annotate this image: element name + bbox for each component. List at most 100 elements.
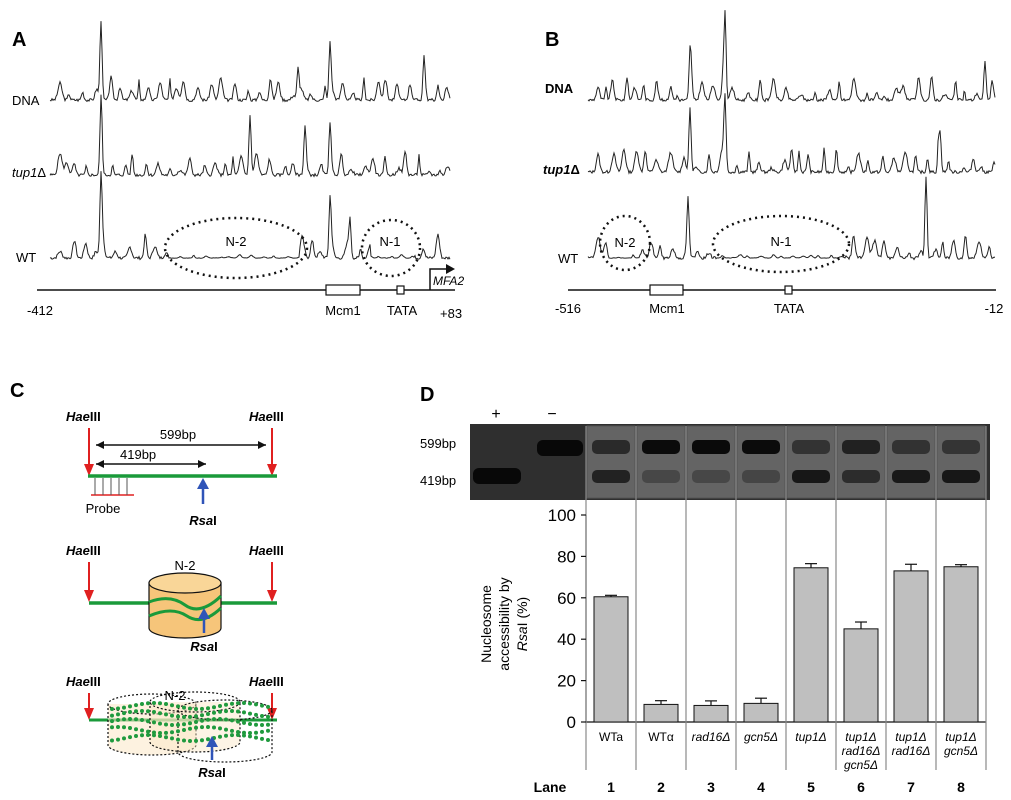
dna-dot: [206, 712, 210, 716]
gel-band-minus-599: [537, 440, 583, 456]
band-599-label: 599bp: [420, 436, 456, 451]
histone-cylinder-top: [148, 572, 222, 594]
dna-dot: [224, 709, 228, 714]
category-label: tup1Δ gcn5Δ: [944, 730, 978, 758]
dna-dot: [122, 711, 126, 716]
lane-number: 4: [757, 779, 765, 795]
gel-lane: [636, 425, 686, 499]
category-label: tup1Δ rad16Δ: [892, 730, 931, 758]
dna-dot: [140, 702, 144, 706]
gel-band-419: [942, 470, 980, 483]
dna-dot: [152, 720, 156, 725]
y-axis-label-line1: Nucleosome: [478, 585, 494, 663]
dna-dot: [122, 725, 126, 730]
panel-a-trace-tup1: [49, 94, 451, 178]
dna-dot: [260, 729, 264, 734]
ghost-nucleosome: [107, 704, 197, 756]
lane-number: 8: [957, 779, 965, 795]
dna-dot: [194, 707, 198, 711]
gel-band-599: [592, 440, 630, 454]
panel-a-right-coord: +83: [440, 306, 462, 321]
dna-dot: [170, 703, 174, 708]
lane-number: 3: [707, 779, 715, 795]
dna-dot: [182, 705, 186, 710]
dna-dot: [218, 704, 222, 708]
dna-dot: [224, 702, 228, 707]
dna-dot: [128, 726, 132, 730]
panel-a-letter: A: [12, 29, 26, 51]
panel-a-label-tup1: tup1Δ: [12, 165, 46, 180]
dna-dot: [122, 736, 126, 741]
panel-a: A DNA tup1Δ WT N-2 N-1 MFA2 -412 Mcm1 TA…: [12, 21, 464, 321]
y-axis-label-line2: accessibility by: [496, 577, 512, 670]
dna-dot: [182, 722, 186, 727]
haeiii-arrowhead-left-2: [84, 590, 94, 602]
ghost-nucleosome-top: [149, 691, 241, 713]
dna-dot: [266, 704, 270, 709]
haeiii-label-left-1: HaeIII: [66, 409, 101, 424]
dna-dot: [128, 704, 132, 709]
gel-band-599: [942, 440, 980, 454]
dna-dot: [236, 709, 240, 714]
bar: [943, 566, 979, 723]
dna-dot: [194, 720, 198, 724]
dna-dot: [164, 702, 168, 706]
panel-c-diagram-naked: HaeIII HaeIII 599bp 419bp Probe: [66, 409, 284, 528]
rsai-arrowhead-3: [206, 736, 218, 747]
panel-b-trace-wt: [587, 176, 996, 261]
y-tick-label: 40: [557, 630, 576, 649]
dna-dot: [170, 723, 174, 727]
panel-a-trace-dna: [49, 21, 451, 103]
dna-dot: [242, 701, 246, 705]
bar: [893, 570, 929, 723]
fragment-599-label: 599bp: [160, 427, 196, 442]
dna-dot: [218, 709, 222, 714]
panel-b-mcm1-label: Mcm1: [649, 301, 684, 316]
haeiii-label-right-2: HaeIII: [249, 543, 284, 558]
dna-dot: [152, 730, 156, 735]
rsai-label-3: RsaI: [198, 765, 225, 780]
lane-number: 7: [907, 779, 915, 795]
probe-label: Probe: [86, 501, 121, 516]
panel-b-trace-tup1: [587, 93, 996, 176]
gel-lane: [836, 425, 886, 499]
dna-dot: [230, 709, 234, 713]
gel-band-419: [692, 470, 730, 483]
dna-dot: [242, 730, 246, 735]
dna-dot: [146, 701, 150, 706]
gel-band-plus-419: [473, 468, 521, 484]
lane-title: Lane: [534, 779, 567, 795]
dna-dot: [260, 736, 264, 741]
nucleosome-label-2: N-2: [175, 558, 196, 573]
panel-a-tata-label: TATA: [387, 303, 418, 318]
dna-dot: [116, 737, 120, 742]
dna-dot: [164, 722, 168, 727]
panel-d: D + − 599bp 419bp 0 20 40 60 80 100 WTa WTα rad1…: [420, 384, 990, 795]
dna-dot: [122, 705, 126, 710]
dna-dot: [224, 733, 228, 738]
dna-dot: [110, 719, 114, 724]
haeiii-arrowhead-right-3: [267, 708, 277, 720]
fragment-419-arrow-left: [96, 460, 104, 468]
panel-b-left-coord: -516: [555, 301, 581, 316]
dna-dot: [110, 738, 114, 743]
dna-dot: [134, 709, 138, 714]
dna-dot: [248, 734, 252, 739]
gel-minus-label: −: [547, 406, 556, 423]
haeiii-label-right-1: HaeIII: [249, 409, 284, 424]
category-label: gcn5Δ: [744, 730, 778, 744]
dna-dot: [206, 717, 210, 722]
dna-dot: [164, 730, 168, 735]
rsai-arrowhead-1: [197, 478, 209, 489]
dna-dot: [236, 719, 240, 724]
dna-dot: [122, 717, 126, 722]
dna-dot: [248, 701, 252, 706]
dna-dot: [206, 737, 210, 742]
nucleosome-label-3: N-2: [165, 688, 186, 703]
dna-dot: [230, 718, 234, 723]
panel-a-tata-box: [396, 285, 405, 295]
category-label: tup1Δ: [795, 730, 826, 744]
y-tick-label: 0: [567, 713, 576, 732]
ghost-nucleosome-top: [107, 693, 197, 715]
dna-dot: [146, 709, 150, 714]
